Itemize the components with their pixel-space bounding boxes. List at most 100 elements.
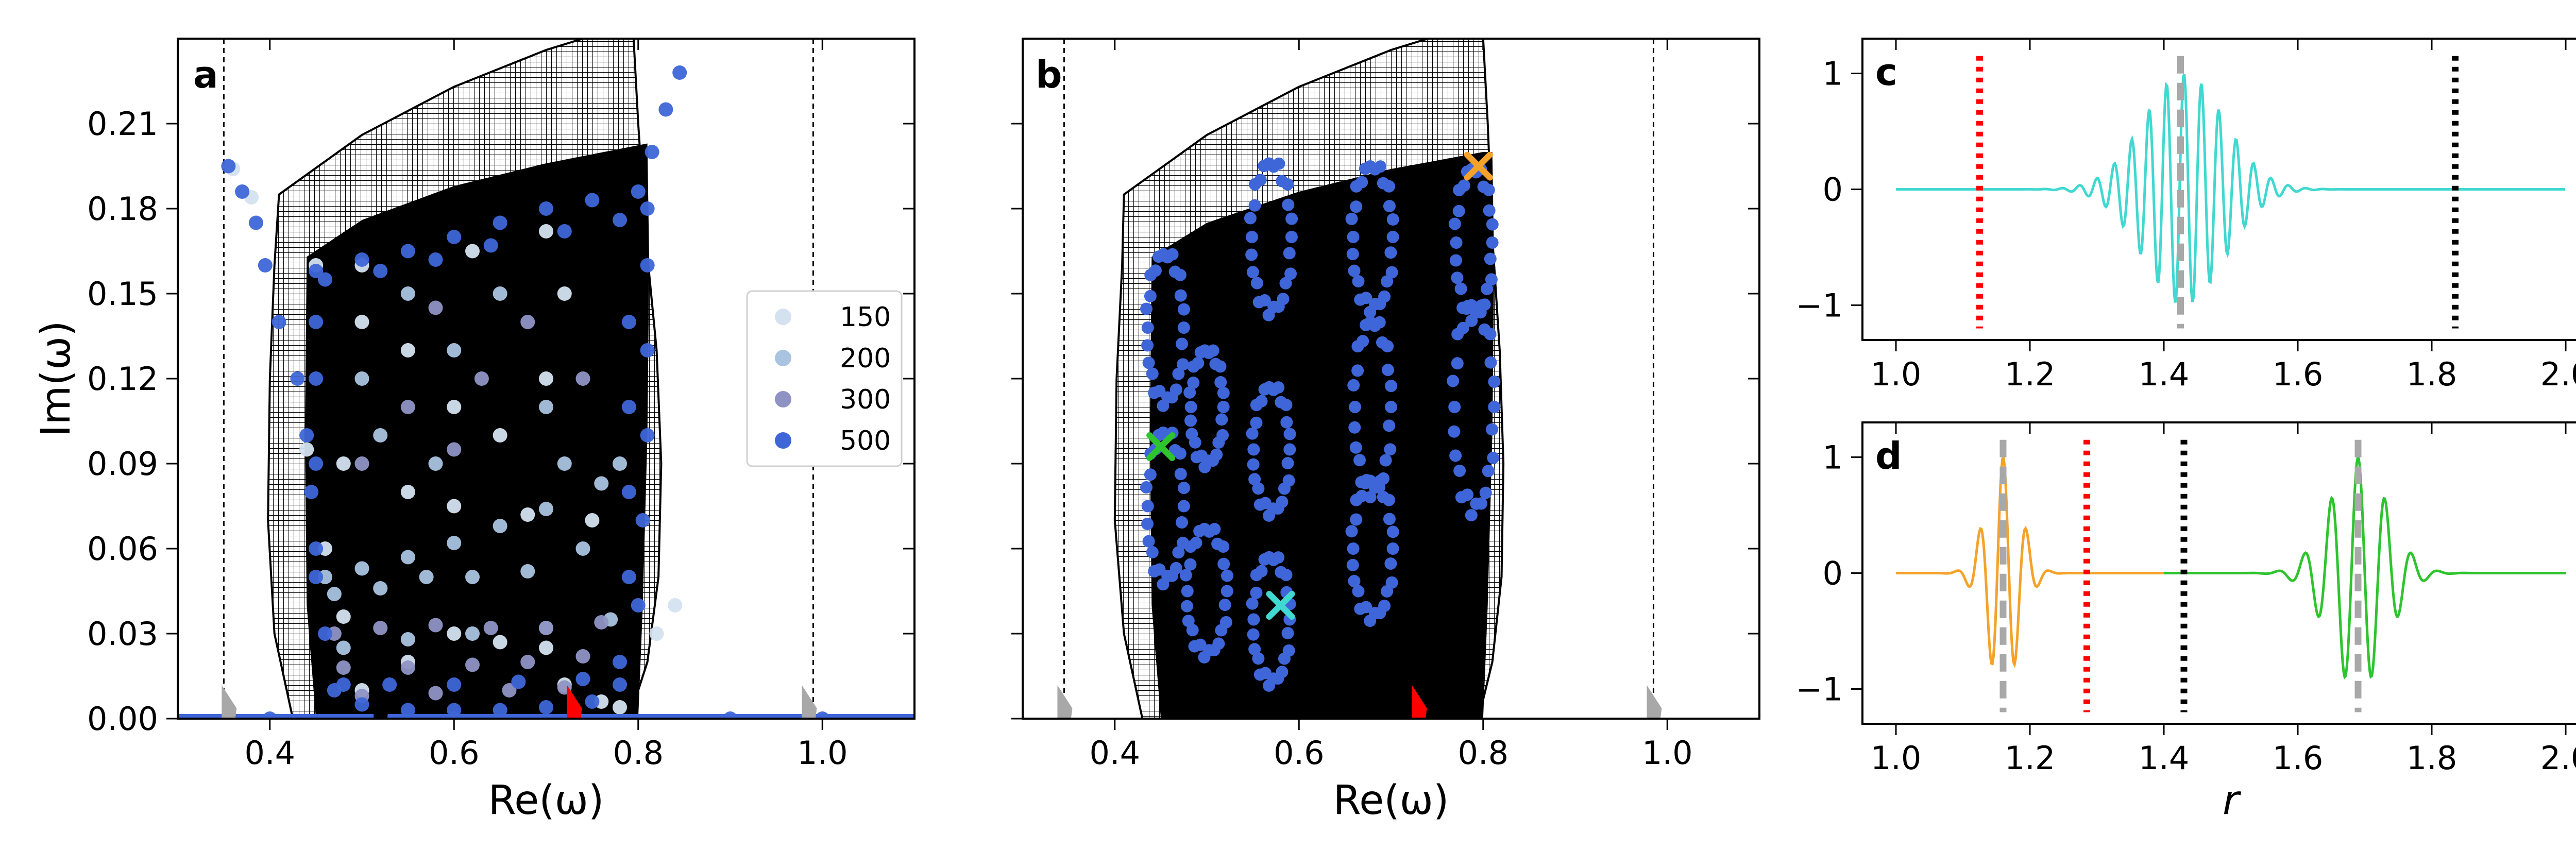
data-point-200 [336,640,351,655]
eigenvalue-point [1352,275,1365,288]
y-tick-label: 0.00 [87,700,158,738]
x-tick-label: 0.6 [1274,734,1325,772]
eigenvalue-point [1212,637,1225,650]
panel-a-ylabel: Im(ω) [33,320,79,436]
eigenvalue-point [1353,454,1366,467]
eigenvalue-point [1144,290,1157,302]
eigenvalue-point [1275,566,1287,579]
data-point-150 [539,371,553,386]
y-tick-label: 0.18 [87,190,158,228]
eigenvalue-point [1386,542,1399,555]
eigenvalue-point [1384,443,1397,456]
eigenvalue-point [1194,346,1207,359]
eigenvalue-point [1359,162,1371,175]
data-point-500 [299,428,314,443]
data-point-500 [354,252,369,267]
data-point-150 [400,343,415,358]
data-point-300 [474,371,489,386]
panel-a-ticks: 0.4 0.6 0.8 1.0 0.00 0.03 0.06 0.09 0.12 0.15 0.18… [87,39,914,772]
data-point-500 [248,215,263,230]
data-point-300 [428,686,443,701]
x-tick-label: 0.4 [244,734,295,772]
data-point-500 [483,238,498,253]
eigenvalue-point [1275,396,1287,409]
eigenvalue-point [1152,250,1165,263]
eigenvalue-point [1482,465,1495,478]
data-point-200 [400,632,415,647]
eigenvalue-point [1184,540,1197,553]
legend-label-150: 150 [840,302,891,333]
eigenvalue-point [1141,517,1154,530]
data-point-300 [354,456,369,471]
eigenvalue-point [1283,247,1296,260]
data-point-300 [336,660,351,675]
eigenvalue-point [1217,401,1230,413]
eigenvalue-point [1276,496,1289,508]
eigenvalue-point [1193,524,1206,537]
data-point-500 [354,697,369,712]
data-point-200 [447,343,462,358]
y-tick-label: −1 [1796,287,1843,325]
data-point-300 [575,371,590,386]
eigenvalue-point [1174,468,1187,481]
data-point-500 [258,258,273,273]
eigenvalue-point [1276,175,1289,188]
data-point-300 [539,621,553,635]
data-point-500 [309,456,324,471]
data-point-500 [585,694,600,709]
eigenvalue-point [1183,386,1196,399]
eigenvalue-point [1486,423,1499,436]
eigenvalue-point [1250,399,1263,412]
eigenvalue-point [1378,290,1391,303]
eigenvalue-point [1486,236,1499,249]
mode-profile-curve [2164,454,2566,680]
data-point-300 [520,315,535,329]
eigenvalue-point [1144,268,1157,281]
x-tick-label: 1.8 [2406,355,2458,393]
eigenvalue-point [1246,266,1259,279]
data-point-500 [318,626,332,641]
eigenvalue-point [1285,231,1298,243]
eigenvalue-point [1385,401,1397,413]
eigenvalue-point [1252,652,1265,665]
eigenvalue-point [1245,248,1258,261]
eigenvalue-point [1168,265,1181,278]
eigenvalue-point [1141,339,1154,352]
data-point-200 [354,561,369,576]
eigenvalue-point [1347,379,1360,392]
eigenvalue-point [1141,500,1154,513]
eigenvalue-point [1451,271,1464,284]
x-tick-label: 1.6 [2273,355,2324,393]
eigenvalue-point [1175,337,1188,350]
eigenvalue-point [1381,275,1394,288]
eigenvalue-point [1177,500,1190,513]
eigenvalue-point [1385,380,1398,393]
mode-profile-curve [1896,454,2197,669]
eigenvalue-point [1460,302,1473,315]
data-point-300 [575,649,590,664]
data-point-500 [309,371,324,386]
data-point-150 [493,428,507,443]
eigenvalue-point [1179,569,1192,582]
x-tick-label: 1.4 [2139,355,2190,393]
data-point-200 [354,371,369,386]
eigenvalue-point [1181,600,1194,613]
data-point-200 [613,456,627,471]
x-tick-label: 1.0 [1871,739,1922,777]
eigenvalue-point [1484,356,1497,369]
eigenvalue-point [1447,375,1460,387]
eigenvalue-point [1221,569,1233,582]
panel-b-xlabel: Re(ω) [1333,777,1449,824]
x-tick-label: 0.8 [613,734,664,772]
y-tick-label: −1 [1796,671,1843,708]
eigenvalue-point [1170,383,1182,396]
eigenvalue-point [1385,576,1398,589]
panel-c-ticks: 1.0 1.2 1.4 1.6 1.8 2.0 −1 0 1 [1796,39,2576,393]
eigenvalue-point [1245,231,1258,243]
data-point-200 [557,456,572,471]
eigenvalue-point [1182,615,1195,627]
data-point-500 [613,655,627,669]
eigenvalue-point [1378,600,1391,613]
eigenvalue-point [1350,513,1363,526]
data-point-500 [658,102,673,117]
